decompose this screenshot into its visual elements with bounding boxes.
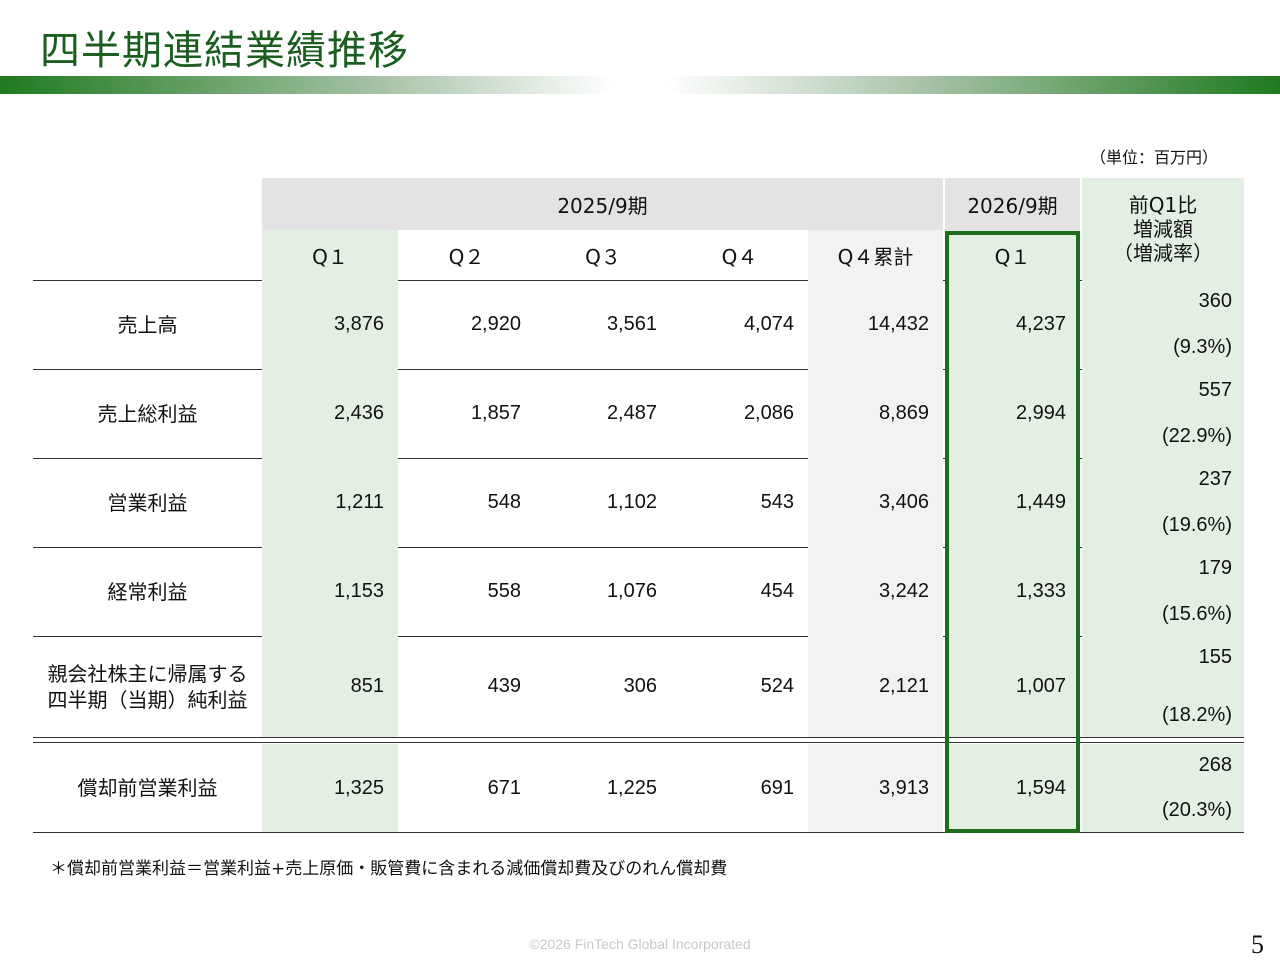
cell-ebitda-col2: 671: [487, 776, 521, 799]
cell-net-sales-col2: 2,920: [470, 313, 521, 335]
diff-rate: (20.3%): [1161, 799, 1232, 821]
row-label-text: 親会社株主に帰属する: [47, 661, 248, 686]
cell-operating-income-col1: 1,211: [262, 458, 398, 547]
header-fy2026: 2026/9期: [945, 178, 1080, 230]
diff-rate: (18.2%): [1161, 704, 1232, 726]
copyright: ©2026 FinTech Global Incorporated: [529, 936, 751, 952]
header-q3: Q３: [585, 244, 621, 269]
cell-gross-profit-col1: 2,436: [262, 369, 398, 458]
cell-gross-profit-diff: 557 (22.9%): [1082, 369, 1244, 458]
cell-operating-income-col5: 3,406: [808, 458, 943, 547]
title-underline-bar: [0, 76, 1280, 94]
cell-ordinary-income-diff: 179 (15.6%): [1082, 547, 1244, 636]
cell-net-sales-q1-2026: 4,237: [945, 280, 1080, 369]
header-diff-line1: 前Q1比: [1128, 193, 1198, 217]
cell-operating-income-col2: 548: [487, 491, 521, 513]
row-label-text: 売上総利益: [97, 401, 198, 426]
row-label-net-sales: 売上高: [33, 280, 262, 369]
cell-ordinary-income-q1-2026: 1,333: [945, 547, 1080, 636]
cell-gross-profit-col3: 2,487: [606, 402, 657, 424]
cell-net-income-col1: 851: [262, 636, 398, 737]
cell-operating-income-col4: 543: [760, 491, 794, 513]
row-label-ordinary-income: 経常利益: [33, 547, 262, 636]
cell-gross-profit-col4: 2,086: [743, 402, 794, 424]
cell-gross-profit-col2: 1,857: [470, 402, 521, 424]
cell-ordinary-income-col4: 454: [760, 580, 794, 602]
cell-ebitda-diff: 268 (20.3%): [1082, 744, 1244, 832]
row-label-text: 売上高: [117, 312, 178, 337]
row-label-net-income: 親会社株主に帰属する 四半期（当期）純利益: [33, 636, 262, 737]
cell-gross-profit-col5: 8,869: [808, 369, 943, 458]
diff-amount: 557: [1198, 379, 1232, 401]
diff-amount: 155: [1198, 646, 1232, 668]
cell-net-income-col2: 439: [487, 675, 521, 697]
cell-net-sales-col1: 3,876: [262, 280, 398, 369]
header-q1: Q１: [262, 230, 398, 280]
table-rule: [33, 458, 1244, 459]
diff-amount: 360: [1198, 290, 1232, 312]
header-q2: Q２: [448, 244, 485, 269]
diff-rate: (19.6%): [1161, 514, 1232, 536]
cell-ebitda-col4: 691: [760, 776, 794, 799]
diff-rate: (9.3%): [1173, 336, 1232, 358]
row-label-text-2: 四半期（当期）純利益: [47, 687, 248, 712]
cell-ebitda-col3: 1,225: [606, 776, 657, 799]
row-label-operating-income: 営業利益: [33, 458, 262, 547]
cell-net-income-col4: 524: [760, 675, 794, 697]
page-title: 四半期連結業績推移: [40, 28, 409, 74]
cell-ordinary-income-col3: 1,076: [606, 580, 657, 602]
diff-amount: 237: [1198, 468, 1232, 490]
cell-operating-income-q1-2026: 1,449: [945, 458, 1080, 547]
table-rule: [33, 742, 1244, 743]
header-q4-cumulative: Q４累計: [808, 230, 943, 280]
diff-amount: 268: [1198, 754, 1232, 776]
cell-ebitda-q1-2026: 1,594: [945, 744, 1080, 832]
cell-ordinary-income-col5: 3,242: [808, 547, 943, 636]
cell-net-income-col3: 306: [623, 675, 657, 697]
cell-operating-income-diff: 237 (19.6%): [1082, 458, 1244, 547]
row-label-gross-profit: 売上総利益: [33, 369, 262, 458]
cell-ordinary-income-col2: 558: [487, 580, 521, 602]
cell-net-income-q1-2026: 1,007: [945, 636, 1080, 737]
header-diff-line3: （増減率）: [1113, 241, 1213, 265]
cell-net-sales-diff: 360 (9.3%): [1082, 280, 1244, 369]
table-rule: [33, 280, 1244, 281]
table-rule: [33, 369, 1244, 370]
row-label-text: 償却前営業利益: [77, 776, 218, 800]
diff-rate: (22.9%): [1161, 425, 1232, 447]
footnote: ＊償却前営業利益＝営業利益+売上原価・販管費に含まれる減価償却費及びのれん償却費: [50, 859, 728, 879]
cell-net-sales-col3: 3,561: [606, 313, 657, 335]
cell-ordinary-income-col1: 1,153: [262, 547, 398, 636]
cell-ebitda-col1: 1,325: [262, 744, 398, 832]
row-label-text: 経常利益: [107, 579, 188, 604]
header-q1-2026: Q１: [945, 230, 1080, 280]
row-label-ebitda: 償却前営業利益: [33, 744, 262, 832]
header-diff: 前Q1比 増減額 （増減率）: [1082, 178, 1244, 280]
cell-net-income-diff: 155 (18.2%): [1082, 636, 1244, 737]
cell-gross-profit-q1-2026: 2,994: [945, 369, 1080, 458]
diff-rate: (15.6%): [1161, 603, 1232, 625]
header-q4: Q４: [721, 244, 758, 269]
page-number: 5: [1251, 930, 1264, 959]
table-rule: [33, 547, 1244, 548]
row-label-text: 営業利益: [107, 490, 188, 515]
unit-label: （単位：百万円）: [1089, 148, 1218, 167]
table-rule: [33, 737, 1244, 738]
cell-net-sales-col4: 4,074: [743, 313, 794, 335]
header-diff-line2: 増減額: [1133, 217, 1193, 241]
cell-net-sales-col5: 14,432: [808, 280, 943, 369]
table-rule: [33, 832, 1244, 833]
cell-ebitda-col5: 3,913: [808, 744, 943, 832]
cell-operating-income-col3: 1,102: [606, 491, 657, 513]
diff-amount: 179: [1198, 557, 1232, 579]
table-rule: [33, 636, 1244, 637]
cell-net-income-col5: 2,121: [808, 636, 943, 737]
header-fy2025: 2025/9期: [262, 178, 943, 230]
